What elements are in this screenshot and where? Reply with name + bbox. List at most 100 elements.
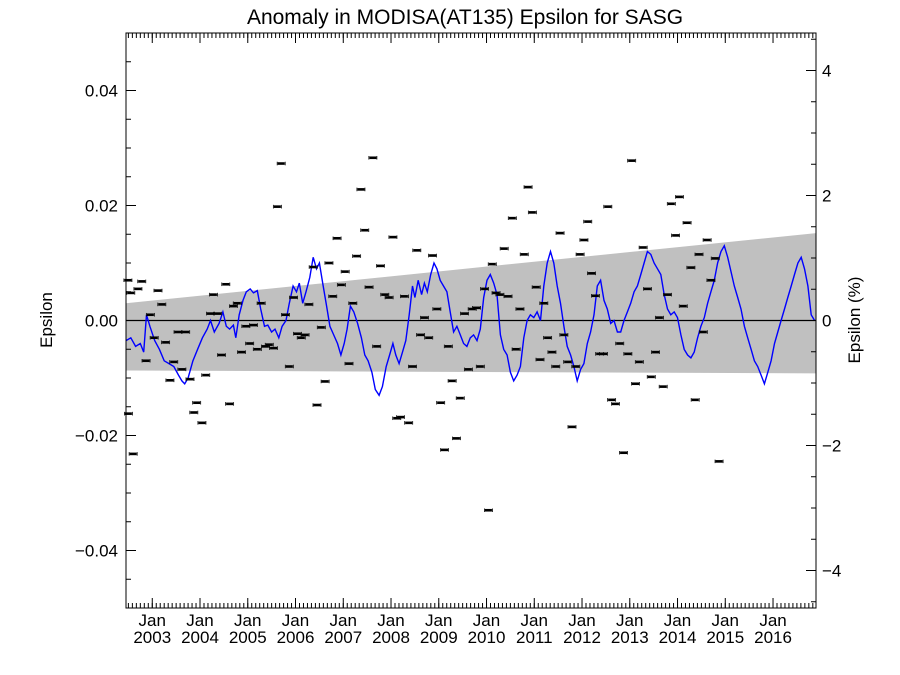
x-tick-month: Jan	[330, 611, 357, 630]
data-point	[217, 353, 226, 357]
data-point	[452, 436, 461, 441]
data-point	[515, 307, 525, 311]
data-point	[197, 421, 207, 425]
data-point	[289, 295, 299, 300]
y-tick-label: −0.04	[75, 542, 118, 561]
y2-tick-label: −4	[822, 562, 841, 581]
x-tick-month: Jan	[568, 611, 595, 630]
data-point	[368, 155, 378, 160]
data-point	[443, 344, 453, 349]
data-point	[603, 204, 613, 209]
y2-tick-label: 2	[822, 187, 831, 206]
x-tick-year: 2006	[277, 628, 315, 647]
data-point	[133, 287, 143, 291]
data-point	[432, 307, 442, 311]
data-point	[682, 220, 692, 225]
data-point	[675, 195, 684, 199]
x-tick-month: Jan	[186, 611, 213, 630]
data-point	[364, 285, 374, 289]
data-point	[123, 278, 133, 283]
data-point	[245, 341, 255, 346]
y-axis-label: Epsilon	[37, 292, 56, 348]
x-tick-year: 2015	[706, 628, 744, 647]
data-point	[380, 292, 390, 297]
data-point	[475, 364, 485, 369]
data-point	[690, 398, 700, 402]
data-point	[663, 292, 672, 297]
x-tick-year: 2008	[372, 628, 410, 647]
confidence-band	[126, 233, 816, 374]
data-point	[484, 508, 493, 513]
data-point	[399, 294, 409, 299]
data-point	[424, 335, 434, 340]
data-point	[583, 219, 593, 224]
data-point	[384, 295, 394, 300]
data-point	[213, 311, 223, 316]
data-point	[344, 361, 354, 366]
x-tick-year: 2005	[229, 628, 267, 647]
y2-tick-label: 4	[822, 62, 831, 81]
data-point	[666, 201, 676, 206]
data-point	[495, 292, 505, 297]
data-point	[376, 264, 385, 268]
data-point	[710, 256, 720, 261]
data-point	[221, 282, 231, 287]
data-point	[428, 253, 437, 258]
data-point	[539, 301, 549, 306]
data-point	[607, 398, 617, 402]
x-tick-year: 2003	[133, 628, 171, 647]
data-point	[706, 278, 716, 283]
data-point	[157, 302, 167, 307]
data-point	[480, 287, 490, 291]
data-point	[177, 367, 187, 372]
data-point	[356, 187, 366, 192]
data-point	[587, 271, 596, 276]
data-point	[460, 311, 469, 316]
data-point	[264, 342, 274, 347]
x-tick-year: 2009	[420, 628, 458, 647]
x-tick-month: Jan	[282, 611, 309, 630]
data-point	[153, 288, 163, 293]
data-point	[181, 330, 191, 334]
data-point	[559, 333, 569, 337]
y2-tick-label: 0	[822, 312, 831, 331]
data-point	[619, 450, 628, 455]
data-point	[229, 304, 238, 308]
x-tick-month: Jan	[234, 611, 261, 630]
data-point	[293, 331, 302, 336]
data-point	[702, 238, 712, 242]
data-point	[249, 323, 258, 327]
data-point	[511, 347, 521, 352]
data-point	[269, 346, 278, 350]
x-tick-month: Jan	[425, 611, 452, 630]
x-tick-month: Jan	[521, 611, 548, 630]
data-point	[472, 306, 481, 310]
bottom-axis: Jan2003Jan2004Jan2005Jan2006Jan2007Jan20…	[127, 33, 814, 647]
data-point	[137, 279, 147, 284]
data-point	[304, 302, 314, 307]
x-tick-month: Jan	[473, 611, 500, 630]
data-point	[623, 352, 633, 356]
data-point	[256, 301, 266, 306]
data-point	[149, 335, 159, 340]
y-tick-label: 0.00	[85, 312, 118, 331]
x-tick-year: 2014	[659, 628, 697, 647]
data-point	[654, 315, 664, 320]
data-point	[404, 421, 414, 425]
x-tick-year: 2011	[516, 628, 553, 647]
data-point	[440, 448, 449, 452]
data-point	[165, 378, 175, 383]
data-point	[161, 340, 171, 345]
data-point	[412, 248, 422, 253]
data-point	[499, 246, 509, 251]
data-point	[352, 254, 362, 258]
data-point	[332, 236, 342, 241]
data-points	[123, 155, 724, 513]
data-point	[396, 415, 405, 419]
data-point	[169, 360, 179, 364]
x-tick-month: Jan	[377, 611, 404, 630]
data-point	[615, 341, 625, 346]
data-point	[631, 381, 640, 386]
y2-axis-label: Epsilon (%)	[845, 277, 864, 364]
